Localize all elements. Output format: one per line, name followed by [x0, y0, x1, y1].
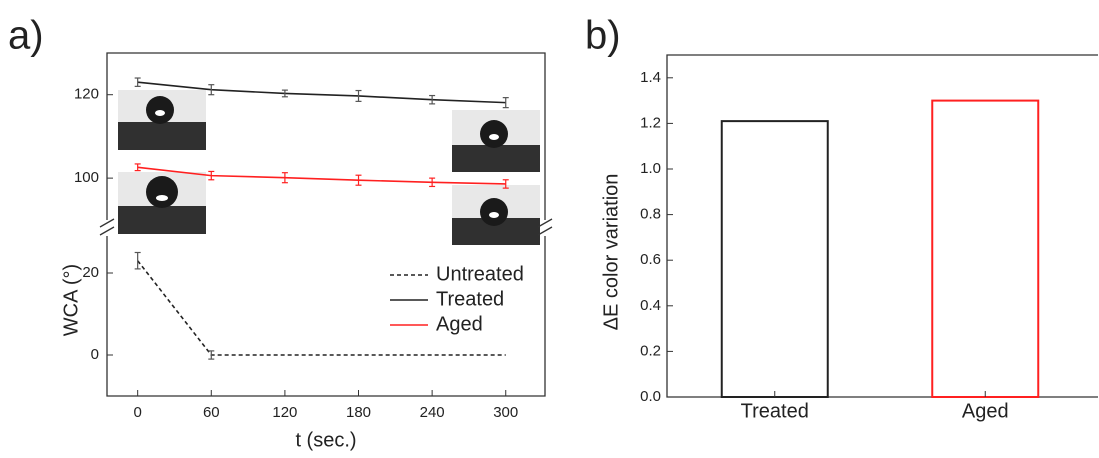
y-tick-label: 0.6 — [640, 251, 661, 268]
error-bar — [281, 172, 288, 184]
bar — [931, 99, 1040, 398]
y-tick-label: 1.2 — [640, 114, 661, 131]
y-tick-label: 0.0 — [640, 388, 661, 405]
y-tick-label: 0.4 — [640, 297, 661, 314]
error-bar — [502, 179, 509, 189]
error-bar — [355, 89, 362, 102]
axis-break — [537, 226, 553, 236]
error-bar — [429, 94, 436, 105]
x-tick-label: Aged — [962, 400, 1009, 422]
axis-break — [99, 226, 115, 236]
error-bar — [429, 177, 436, 188]
y-tick-label: 100 — [74, 169, 99, 186]
x-tick-label: 0 — [134, 404, 142, 421]
x-tick-label: 120 — [272, 404, 297, 421]
y-axis-label: WCA (°) — [60, 264, 82, 336]
panel-label: b) — [585, 14, 621, 58]
error-bar — [208, 84, 215, 96]
y-tick-label: 120 — [74, 86, 99, 103]
error-bar — [355, 174, 362, 186]
axis-break — [99, 218, 115, 228]
y-tick-label: 0.8 — [640, 206, 661, 223]
y-tick-label: 1.4 — [640, 69, 661, 86]
x-tick-label: 60 — [203, 404, 220, 421]
error-bar — [281, 89, 288, 98]
axis-break — [537, 218, 553, 228]
axis-frame — [106, 52, 546, 220]
bar — [720, 120, 829, 399]
error-bar — [134, 251, 141, 270]
error-bar — [208, 350, 215, 360]
legend-label: Treated — [436, 288, 504, 310]
x-tick-label: 180 — [346, 404, 371, 421]
y-tick-label: 1.0 — [640, 160, 661, 177]
droplet-inset — [118, 90, 540, 245]
axis-frame — [666, 54, 1098, 398]
y-tick-label: 20 — [82, 264, 99, 281]
error-bar — [134, 77, 141, 87]
series-line — [137, 166, 506, 185]
y-tick-label: 0 — [91, 346, 99, 363]
series-line — [137, 260, 506, 356]
x-tick-label: Treated — [741, 400, 809, 422]
x-axis-label: t (sec.) — [295, 429, 356, 451]
axis-frame — [106, 236, 546, 397]
legend-label: Untreated — [436, 263, 524, 285]
x-tick-label: 240 — [420, 404, 445, 421]
error-bar — [502, 97, 509, 109]
legend-label: Aged — [436, 313, 483, 335]
error-bar — [208, 170, 215, 181]
y-axis-label: ΔE color variation — [600, 174, 622, 331]
series-line — [137, 81, 506, 104]
error-bar — [134, 163, 141, 172]
x-tick-label: 300 — [493, 404, 518, 421]
panel-label: a) — [8, 14, 44, 58]
y-tick-label: 0.2 — [640, 342, 661, 359]
